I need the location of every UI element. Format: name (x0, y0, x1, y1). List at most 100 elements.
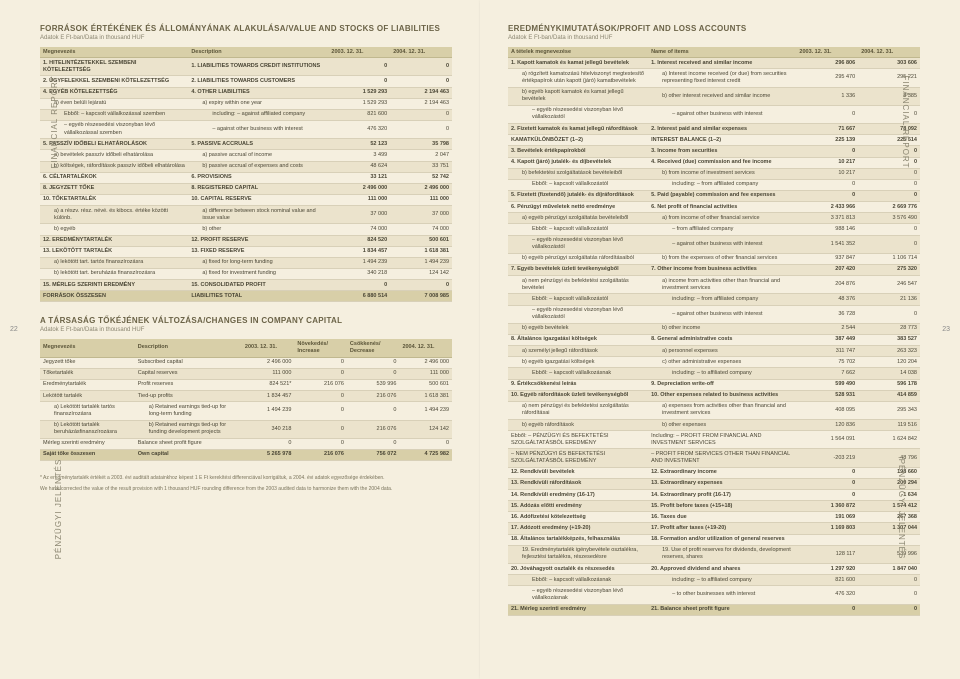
col-5: Csökkenés/ Decrease (347, 339, 400, 357)
table-cell: 1 169 803 (796, 523, 858, 534)
table-cell: 20. Approved dividend and shares (648, 564, 796, 575)
table-row: 4. EGYÉB KÖTELEZETTSÉG4. OTHER LIABILITI… (40, 87, 452, 98)
table-cell: 75 702 (796, 357, 858, 368)
table-cell: 2 047 (390, 150, 452, 161)
table-cell: Mérleg szerinti eredmény (40, 438, 135, 449)
table-cell: 1 494 239 (328, 257, 390, 268)
table-cell: a) Lekötött tartalék tartós finanszírozá… (40, 402, 135, 420)
table-cell: 2. ÜGYFELEKKEL SZEMBENI KÖTELEZETTSÉG (40, 76, 188, 87)
table-cell: 33 751 (390, 161, 452, 172)
table-cell: c) other administrative expenses (648, 357, 796, 368)
table-cell: 19. Eredménytartalék igénybevétele oszta… (508, 545, 648, 563)
table-cell: 216 076 (347, 420, 400, 438)
table-cell: 4. Kapott (járó) jutalék- és díjbevétele… (508, 157, 648, 168)
table-cell: 6 880 514 (328, 291, 390, 302)
table-cell: 48 624 (328, 161, 390, 172)
table-row: a) a részv. rész. névé. és kibocs. érték… (40, 206, 452, 224)
table-row: a) személyi jellegű ráfordításoka) perso… (508, 346, 920, 357)
table-cell: – egyéb részesedési viszonyban lévő váll… (508, 586, 648, 604)
table-cell: a) éven belüli lejáratú (40, 98, 188, 109)
table-cell: 8 385 (858, 87, 920, 105)
table-cell: 0 (328, 76, 390, 87)
table-cell: b) egyéb ráfordítások (508, 420, 648, 431)
table-row: 1. Kapott kamatok és kamat jellegű bevét… (508, 58, 920, 69)
table-cell: 414 859 (858, 390, 920, 401)
table-row: 1. HITELINTÉZETEKKEL SZEMBENI KÖTELEZETT… (40, 58, 452, 76)
table-cell: 6. PROVISIONS (188, 172, 328, 183)
page-number-left: 22 (10, 326, 18, 333)
table-cell: a) Retained earnings tied-up for long-te… (135, 402, 242, 420)
table-row: 6. Pénzügyi műveletek nettó eredménye6. … (508, 202, 920, 213)
table-cell: b) költségek, ráfordítások passzív időbe… (40, 161, 188, 172)
table-row: a) rögzített kamatozású hitelviszonyt me… (508, 69, 920, 87)
table-row: 15. Adózás előtti eredmény15. Profit bef… (508, 501, 920, 512)
table-cell: 4. Received (due) commission and fee inc… (648, 157, 796, 168)
table-cell: 52 123 (328, 139, 390, 150)
table-cell: 12. EREDMÉNYTARTALÉK (40, 235, 188, 246)
table-cell: 500 601 (399, 379, 452, 390)
table-row: 5. PASSZÍV IDŐBELI ELHATÁROLÁSOK5. PASSI… (40, 139, 452, 150)
table-cell: 12. Rendkívüli bevételek (508, 467, 648, 478)
table-row: b) egyéb bevételekb) other income2 54428… (508, 323, 920, 334)
table-row: 8. Általános igazgatási költségek8. Gene… (508, 334, 920, 345)
table-row: 13. LEKÖTÖTT TARTALÉK13. FIXED RESERVE1 … (40, 246, 452, 257)
table-cell: 216 076 (294, 449, 347, 460)
table-cell: 0 (294, 357, 347, 368)
table-cell: 1 834 457 (328, 246, 390, 257)
table-cell: 500 601 (390, 235, 452, 246)
table-row: 18. Általános tartalékképzés, felhasznál… (508, 534, 920, 545)
table-row: 10. Egyéb ráfordítások üzleti tevékenysé… (508, 390, 920, 401)
table-cell: 539 996 (858, 545, 920, 563)
table-cell: 216 076 (347, 391, 400, 402)
table-row: TőketartalékCapital reserves111 00000111… (40, 368, 452, 379)
col-en: Description (135, 339, 242, 357)
table-cell: 225 139 (796, 135, 858, 146)
table-cell: 10. CAPITAL RESERVE (188, 194, 328, 205)
table-row: b) egyéb igazgatási költségekc) other ad… (508, 357, 920, 368)
table-cell: Own capital (135, 449, 242, 460)
capital-table: Megnevezés Description 2003. 12. 31. Növ… (40, 339, 452, 461)
table-cell: 7 662 (796, 368, 858, 379)
table-cell: 3 371 813 (796, 213, 858, 224)
table-row: 5. Fizetett (fizetendő) jutalék- és díjr… (508, 190, 920, 201)
table-cell: 191 069 (796, 512, 858, 523)
pl-body: 1. Kapott kamatok és kamat jellegű bevét… (508, 58, 920, 616)
table-row: Mérleg szerinti eredményBalance sheet pr… (40, 438, 452, 449)
table-cell: 9. Értékcsökkenési leírás (508, 379, 648, 390)
table-cell: 1 336 (796, 87, 858, 105)
table-cell: 1 847 040 (858, 564, 920, 575)
table-cell: 3. Bevételek értékpapírokból (508, 146, 648, 157)
table-cell: 18. Formation and/or utilization of gene… (648, 534, 796, 545)
table-cell: 1 624 842 (858, 431, 920, 449)
table-row: b) Lekötött tartalék beruházásfinanszíro… (40, 420, 452, 438)
table-cell: 13. Extraordinary expenses (648, 478, 796, 489)
table-cell: 119 516 (858, 420, 920, 431)
table-cell: Including: – PROFIT FROM FINANCIAL AND I… (648, 431, 796, 449)
table-row: FORRÁSOK ÖSSZESENLIABILITIES TOTAL6 880 … (40, 291, 452, 302)
table-cell: 1 494 239 (242, 402, 295, 420)
table-row: – egyéb részesedési viszonyban lévő váll… (508, 586, 920, 604)
table-cell: FORRÁSOK ÖSSZESEN (40, 291, 188, 302)
table-cell: 200 294 (858, 478, 920, 489)
table-cell: KAMATKÜLÖNBÖZET (1–2) (508, 135, 648, 146)
capital-body: Jegyzett tőkeSubscribed capital2 496 000… (40, 357, 452, 460)
section1-sub: Adatok E Ft-ban/Data in thousand HUF (40, 35, 452, 41)
table-cell: 2 669 776 (858, 202, 920, 213)
table-cell: 267 368 (858, 512, 920, 523)
table-cell: – egyéb részesedési viszonyban lévő váll… (508, 235, 648, 253)
section3-title: EREDMÉNYKIMUTATÁSOK/PROFIT AND LOSS ACCO… (508, 24, 920, 33)
side-label-top: FINANCIAL REPORT (901, 76, 910, 169)
table-cell: 0 (858, 586, 920, 604)
table-cell: b) Lekötött tartalék beruházásfinanszíro… (40, 420, 135, 438)
table-row: a) egyéb pénzügyi szolgáltatás bevételei… (508, 213, 920, 224)
table-cell: 0 (328, 58, 390, 76)
table-cell: – egyéb részesedési viszonyban lévő váll… (508, 305, 648, 323)
table-cell: a) fixed for investment funding (188, 268, 328, 279)
table-cell: Ebből: – kapcsolt vállalkozástól (508, 179, 648, 190)
table-row: 7. Egyéb bevételek üzleti tevékenységből… (508, 264, 920, 275)
table-cell: 13. LEKÖTÖTT TARTALÉK (40, 246, 188, 257)
table-cell: 35 798 (390, 139, 452, 150)
table-cell: b) befektetési szolgáltatások bevételeib… (508, 168, 648, 179)
table-cell: 207 420 (796, 264, 858, 275)
left-page: FINANCIAL REPORT PÉNZÜGYI JELENTÉS 22 FO… (0, 0, 480, 679)
